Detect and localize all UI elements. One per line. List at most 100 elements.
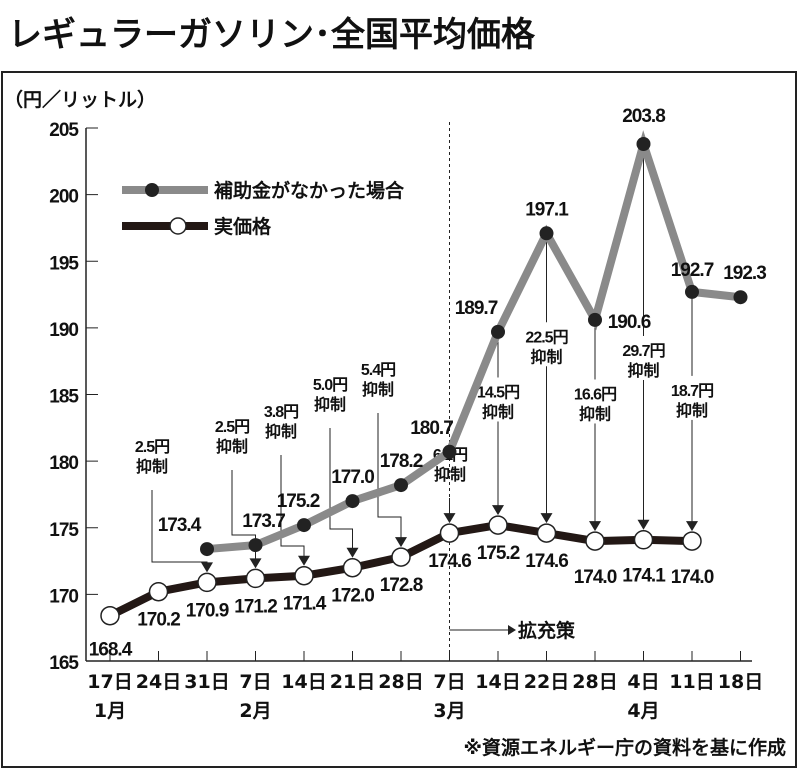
annotation-label: 抑制: [434, 465, 466, 484]
actual-price-value: 174.1: [622, 566, 666, 587]
annotation-leader: [280, 455, 305, 558]
actual-price-value: 172.8: [380, 575, 423, 596]
x-tick-label: 7日: [239, 671, 271, 693]
annotation-leader: [377, 413, 402, 540]
annotation-label: 抑制: [362, 380, 394, 399]
annotation-label: 抑制: [530, 347, 562, 366]
no-subsidy-point: [394, 478, 408, 493]
annotation-label: 抑制: [136, 457, 168, 476]
x-tick-label: 18日: [718, 671, 763, 693]
y-tick-label: 195: [49, 253, 79, 274]
no-subsidy-value: 189.7: [455, 298, 498, 319]
annotation-amount: 29.7円: [622, 342, 664, 360]
no-subsidy-value: 177.0: [331, 467, 374, 488]
no-subsidy-value: 190.6: [608, 312, 651, 333]
x-tick-label: 22日: [524, 671, 569, 693]
x-tick-label: 24日: [136, 671, 181, 693]
legend-label-subsidy: 補助金がなかった場合: [213, 179, 405, 202]
no-subsidy-point: [248, 538, 263, 553]
month-label: 4月: [627, 700, 659, 722]
annotation-amount: 5.4円: [361, 361, 395, 379]
no-subsidy-point: [442, 444, 457, 459]
no-subsidy-value: 192.7: [671, 260, 714, 281]
annotation-arrowhead: [249, 558, 262, 569]
no-subsidy-value: 197.1: [525, 199, 569, 220]
annotation-amount: 22.5円: [525, 328, 567, 346]
x-tick-label: 14日: [281, 671, 326, 693]
chart-frame: [1, 71, 797, 768]
no-subsidy-value: 173.7: [242, 511, 285, 532]
no-subsidy-point: [685, 284, 699, 299]
no-subsidy-point: [345, 494, 360, 509]
annotation-bg: [569, 379, 621, 424]
x-tick-label: 21日: [330, 671, 375, 693]
x-tick-label: 28日: [378, 671, 423, 693]
annotation-leader: [329, 428, 353, 550]
annotation-arrowhead: [443, 513, 456, 524]
actual-price-point: [633, 529, 654, 550]
y-tick-label: 180: [49, 453, 78, 474]
no-subsidy-point: [491, 324, 505, 339]
actual-price-point: [682, 531, 702, 551]
actual-price-value: 170.2: [137, 610, 180, 631]
event-label: 拡充策: [518, 619, 576, 642]
actual-price-value: 174.6: [525, 551, 568, 572]
annotation-amount: 5.0円: [313, 376, 347, 394]
actual-price-value: 174.0: [574, 567, 617, 588]
annotation-arrowhead: [492, 505, 504, 516]
y-tick-label: 190: [49, 320, 78, 341]
annotation-amount: 14.5円: [477, 383, 519, 401]
annotation-amount: 2.5円: [135, 438, 169, 456]
no-subsidy-point: [297, 518, 311, 533]
no-subsidy-point: [588, 312, 602, 327]
no-subsidy-line: [206, 130, 741, 554]
annotation-arrowhead: [686, 521, 698, 532]
no-subsidy-point: [200, 542, 214, 557]
annotation-arrowhead: [540, 513, 553, 524]
actual-price-point: [294, 565, 314, 586]
annotation-label: 抑制: [482, 402, 514, 421]
actual-price-point: [245, 568, 266, 589]
actual-price-value: 174.6: [428, 551, 471, 572]
actual-price-point: [536, 523, 557, 543]
actual-price-point: [585, 531, 605, 551]
y-tick-label: 200: [49, 187, 78, 208]
annotation-arrowhead: [395, 537, 407, 548]
no-subsidy-value: 203.8: [622, 106, 665, 127]
annotation-amount: 3.8円: [264, 403, 298, 421]
annotation-arrowhead: [346, 547, 359, 558]
actual-price-value: 174.0: [671, 567, 714, 588]
annotation-label: 抑制: [314, 395, 346, 414]
annotation-bg: [520, 322, 573, 367]
y-axis-label: （円／リットル）: [4, 88, 156, 111]
y-tick-label: 205: [49, 120, 79, 141]
annotation-amount: 16.6円: [574, 385, 616, 403]
annotation-label: 抑制: [676, 401, 708, 420]
actual-price-point: [342, 557, 363, 578]
annotation-arrowhead: [637, 519, 650, 530]
actual-price-value: 171.4: [283, 594, 327, 615]
legend-label-actual: 実価格: [214, 215, 272, 238]
annotation-amount: 2.5円: [215, 418, 249, 436]
no-subsidy-value: 175.2: [277, 491, 320, 512]
annotation-label: 抑制: [627, 361, 659, 380]
no-subsidy-point: [733, 290, 748, 305]
actual-price-value: 170.9: [186, 600, 229, 621]
annotation-label: 抑制: [265, 422, 297, 441]
annotation-arrowhead: [201, 562, 213, 573]
month-label: 1月: [94, 700, 126, 722]
y-tick-label: 170: [49, 586, 78, 607]
y-tick-label: 165: [49, 653, 79, 674]
month-label: 2月: [239, 700, 271, 722]
chart-title: レギュラーガソリン･全国平均価格: [8, 15, 536, 55]
no-subsidy-point: [539, 226, 554, 241]
actual-price-point: [391, 547, 411, 567]
actual-price-value: 175.2: [477, 543, 520, 564]
x-tick-label: 28日: [572, 671, 617, 693]
annotation-label: 抑制: [216, 437, 248, 456]
legend-marker-subsidy: [145, 183, 159, 197]
actual-price-value: 172.0: [331, 586, 374, 607]
actual-price-point: [148, 581, 169, 602]
annotation-label: 抑制: [579, 404, 611, 423]
actual-price-point: [100, 605, 120, 626]
